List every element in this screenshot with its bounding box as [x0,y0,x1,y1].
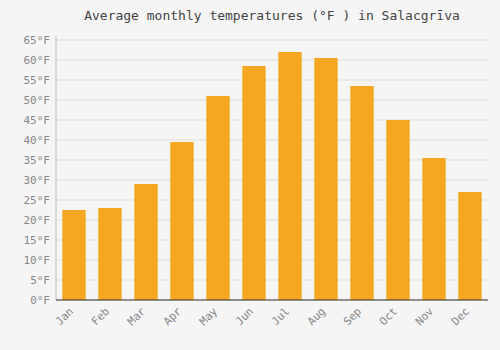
bar [206,96,229,300]
bar [458,192,481,300]
y-tick-label: 55°F [24,74,51,87]
x-tick-label: Jul [269,305,292,328]
bar [350,86,373,300]
x-tick-label: May [197,305,221,329]
x-tick-label: Dec [449,305,472,328]
grid-line [56,140,488,141]
y-tick-label: 0°F [30,294,50,307]
grid-line [56,80,488,81]
y-tick-label: 35°F [24,154,51,167]
y-tick-label: 40°F [24,134,51,147]
x-tick-label: Sep [341,305,364,328]
x-tick-label: Jan [53,305,76,328]
y-axis-line [56,36,57,300]
grid-line [56,40,488,41]
x-axis-line [56,299,488,300]
x-tick-label: Oct [377,305,400,328]
y-tick-label: 60°F [24,54,51,67]
y-tick-label: 65°F [24,34,51,47]
y-tick-label: 50°F [24,94,51,107]
bar [314,58,337,300]
x-tick-label: Mar [125,305,149,329]
bar [98,208,121,300]
bar [242,66,265,300]
bar [170,142,193,300]
bar [278,52,301,300]
grid-line [56,60,488,61]
bar [386,120,409,300]
y-tick-label: 30°F [24,174,51,187]
y-axis: 0°F 5°F 10°F 15°F 20°F 25°F 30°F 35°F 40°F 45°F 50… [24,34,57,307]
x-tick-label: Nov [413,305,437,329]
grid-line [56,300,488,301]
x-tick-label: Apr [161,305,185,329]
page: {"chart_data": {"type": "bar", "title": … [0,0,500,350]
y-tick-label: 10°F [24,254,51,267]
chart: Average monthly temperatures (°F ) in Sa… [0,0,500,350]
y-tick-label: 20°F [24,214,51,227]
title: Average monthly temperatures (°F ) in Sa… [84,8,460,23]
bar [422,158,445,300]
y-tick-label: 45°F [24,114,51,127]
bar [134,184,157,300]
x-tick-label: Jun [233,305,256,328]
grid [56,40,488,300]
bar [62,210,85,300]
x-axis: Jan Feb Mar Apr May Jun Jul Aug Sep Oct Nov Dec [53,300,488,328]
y-tick-label: 25°F [24,194,51,207]
grid-line [56,120,488,121]
y-tick-label: 15°F [24,234,51,247]
x-tick-label: Aug [305,305,328,328]
bars [62,52,481,300]
y-tick-label: 5°F [30,274,50,287]
grid-line [56,100,488,101]
x-tick-label: Feb [89,305,112,328]
